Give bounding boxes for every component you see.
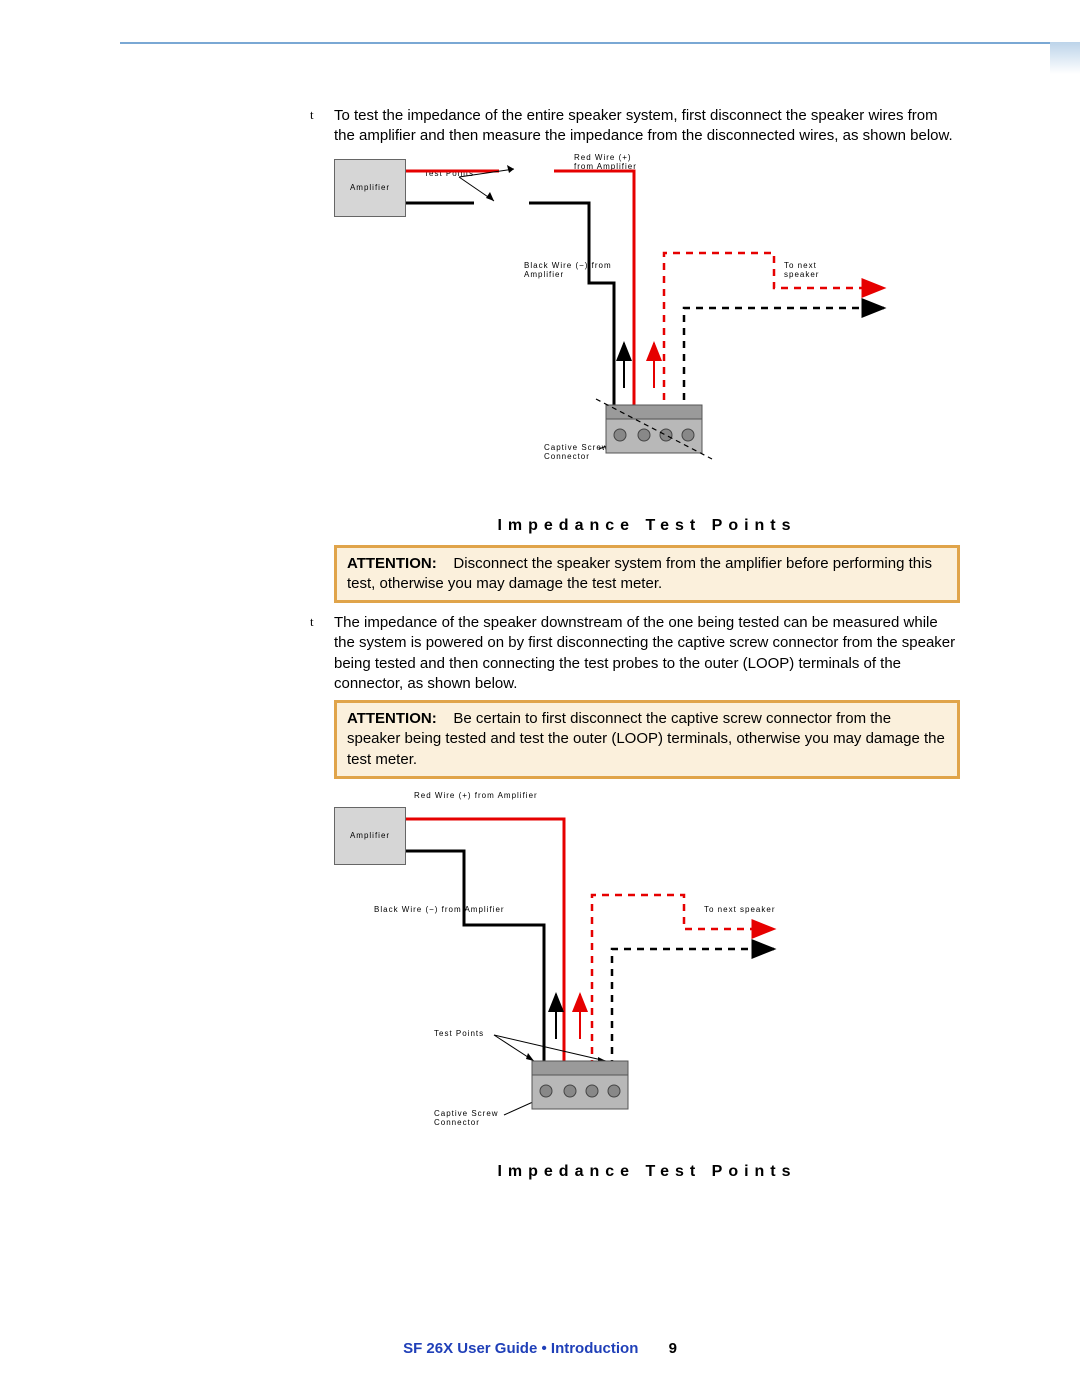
figure-2-caption: Impedance Test Points [334,1163,960,1181]
attention-2-text: Be certain to first disconnect the capti… [347,710,945,768]
footer-page-number: 9 [669,1340,677,1357]
para-1-text: To test the impedance of the entire spea… [334,106,960,147]
impedance-diagram-2: Amplifier Red Wire (+) from Amplifier Bl… [334,789,934,1159]
bullet-para-2: t The impedance of the speaker downstrea… [310,613,960,694]
bullet-para-1: t To test the impedance of the entire sp… [310,106,960,147]
attention-box-1: ATTENTION: Disconnect the speaker system… [334,545,960,604]
bullet-mark: t [310,613,334,694]
diagram-1-svg [334,153,934,513]
page-footer: SF 26X User Guide • Introduction 9 [0,1340,1080,1357]
page-content: t To test the impedance of the entire sp… [310,106,960,1191]
page-top-rule [120,42,1050,44]
attention-2-label: ATTENTION: [347,710,437,727]
diagram-2-svg [334,789,934,1159]
bullet-mark: t [310,106,334,147]
figure-1-caption: Impedance Test Points [334,517,960,535]
impedance-diagram-1: Amplifier Test Points Red Wire (+) from … [334,153,934,513]
attention-box-2: ATTENTION: Be certain to first disconnec… [334,700,960,779]
footer-text: SF 26X User Guide • Introduction [403,1340,638,1357]
page-top-rule-shadow [1050,42,1080,74]
para-2-text: The impedance of the speaker downstream … [334,613,960,694]
attention-1-label: ATTENTION: [347,555,437,572]
